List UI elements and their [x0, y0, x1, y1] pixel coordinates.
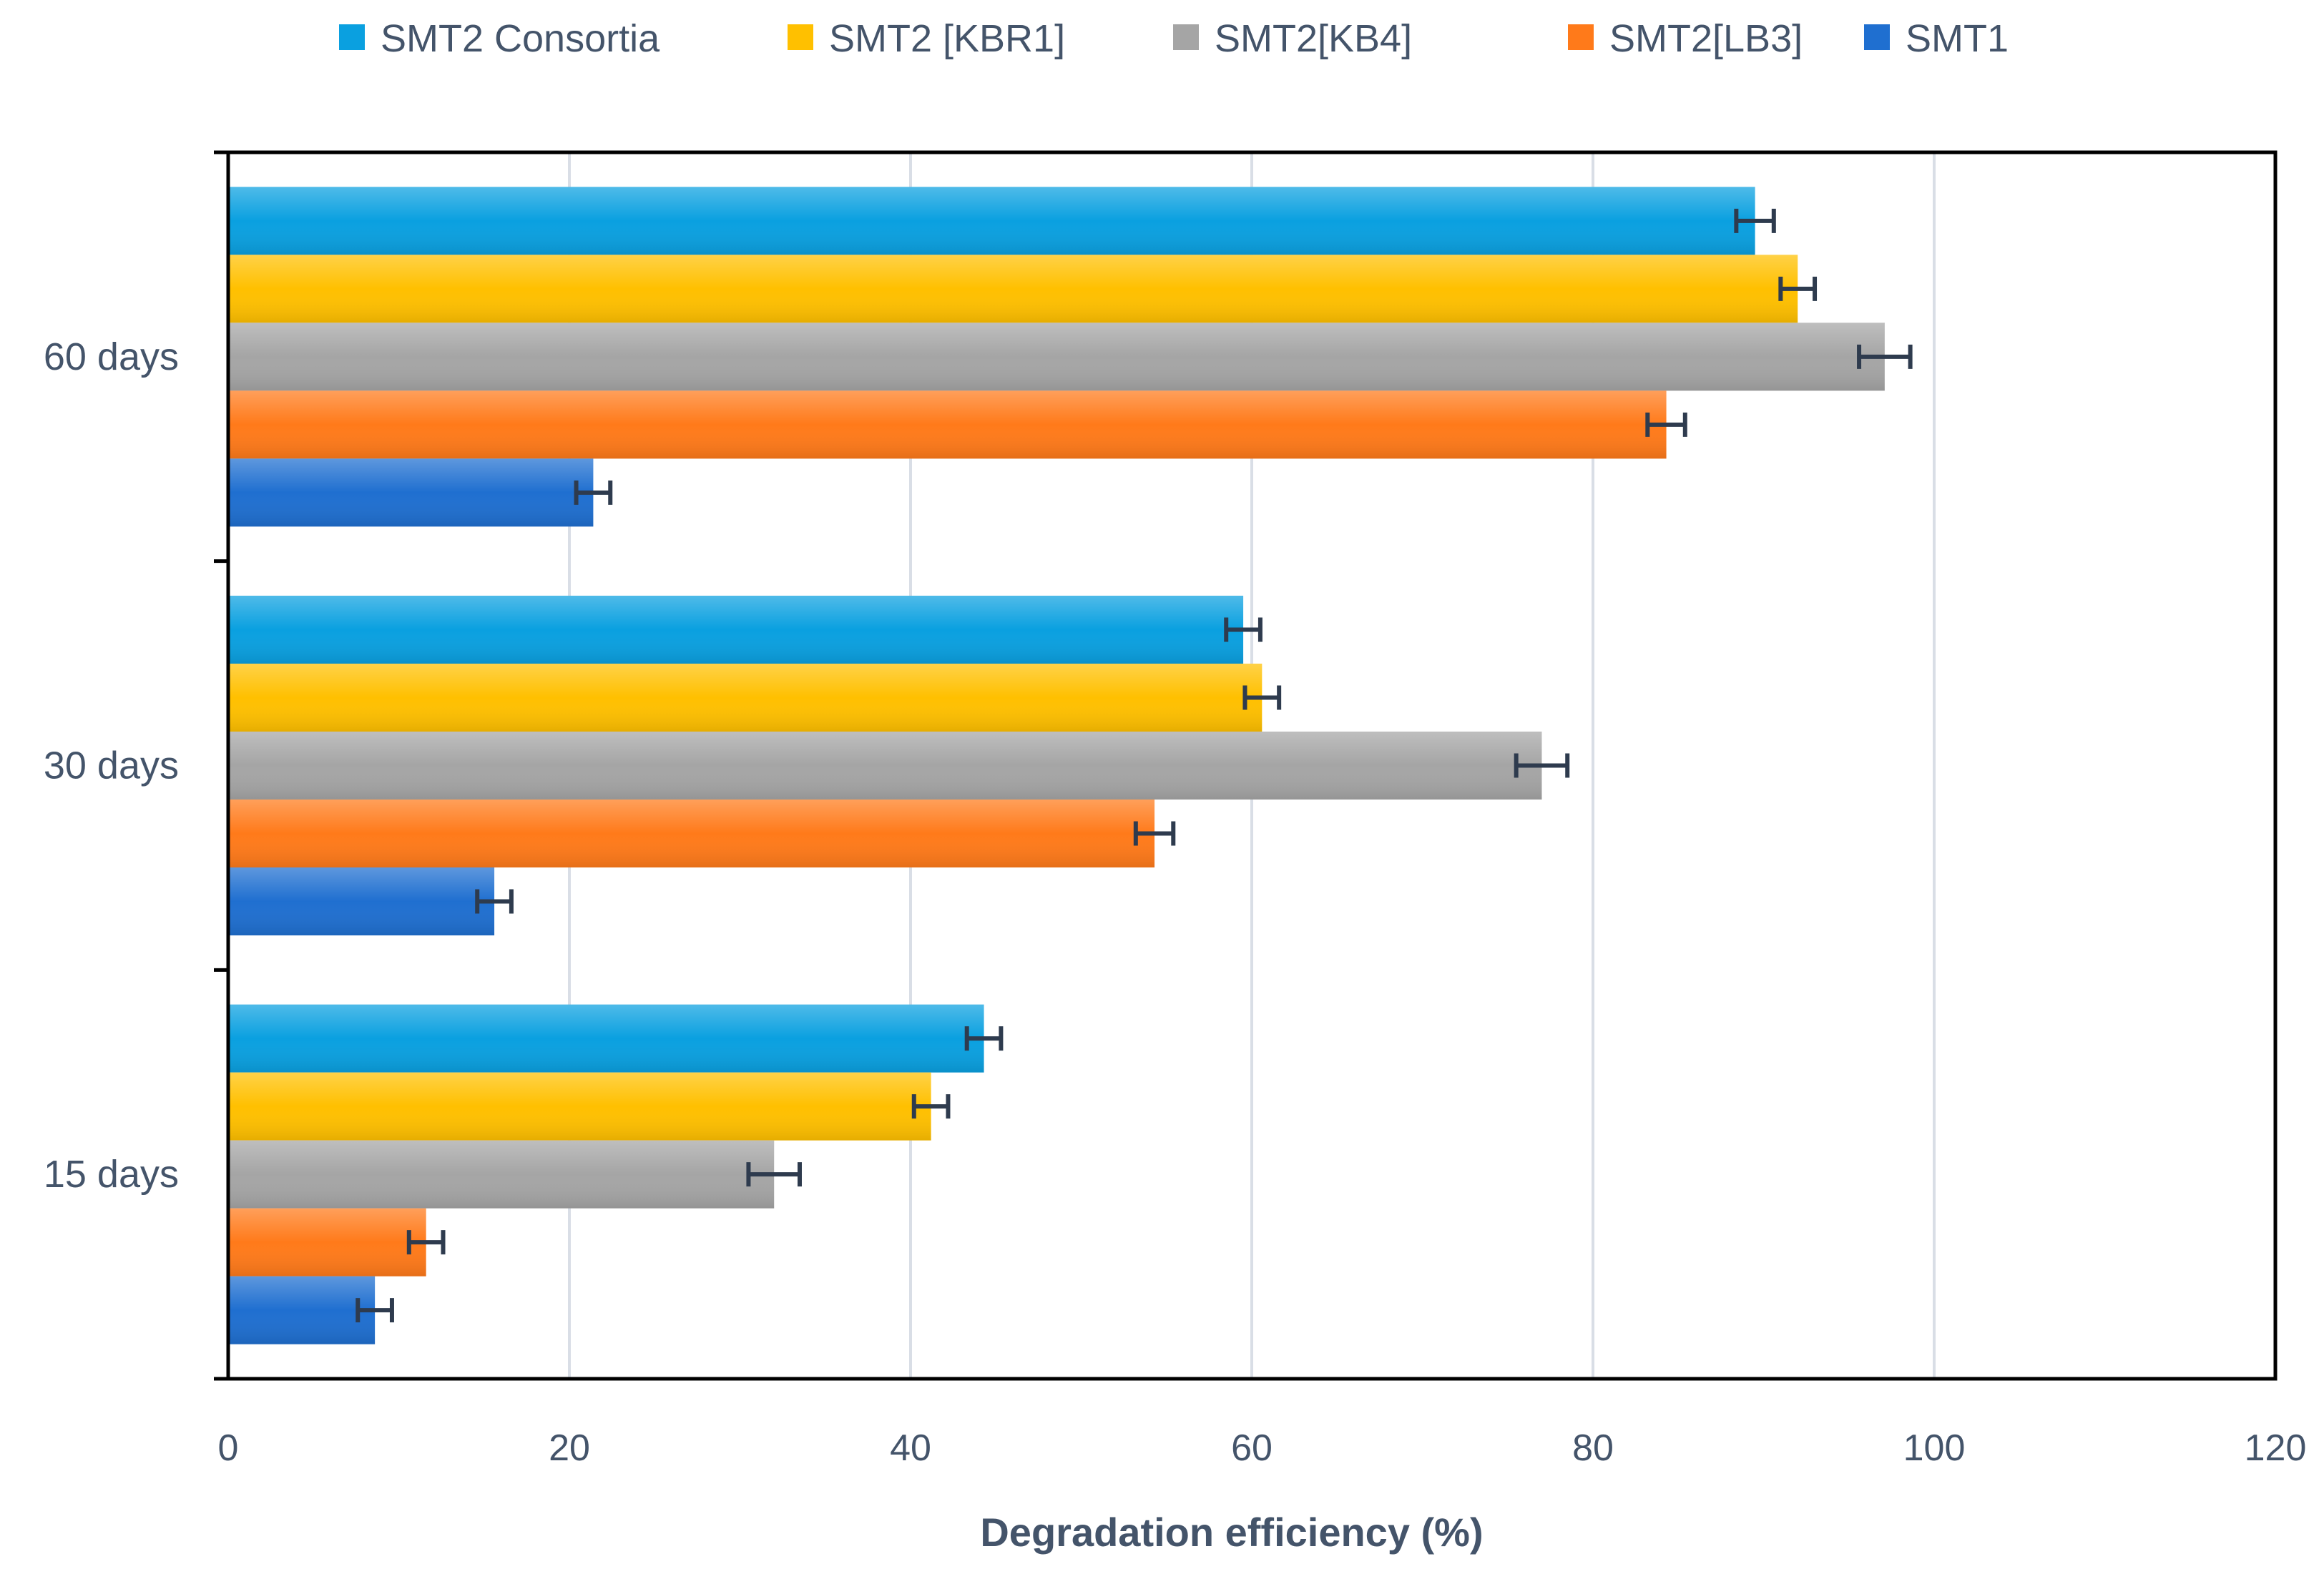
error-bars [356, 208, 1913, 1323]
bar-shade [228, 187, 1755, 255]
x-tick-label: 0 [218, 1427, 239, 1469]
x-tick-label: 40 [890, 1427, 931, 1469]
y-axis-ticks [214, 150, 228, 1381]
legend-swatch [339, 24, 365, 50]
y-axis-tick-labels: 15 days 30 days 60 days [44, 335, 179, 1196]
bar-shade [228, 390, 1667, 459]
plot-area-border [226, 150, 2278, 1381]
bar-shade [228, 664, 1262, 732]
y-tick-label: 15 days [44, 1153, 179, 1196]
bar-shade [228, 1276, 376, 1344]
legend: SMT2 Consortia SMT2 [KBR1] SMT2[KB4] SMT2[L… [339, 17, 2009, 60]
bar-shade [228, 458, 594, 527]
bar-shade [228, 1140, 775, 1209]
x-tick-label: 120 [2245, 1427, 2307, 1469]
legend-label: SMT2 Consortia [381, 17, 660, 60]
x-axis-label: Degradation efficiency (%) [980, 1510, 1483, 1555]
legend-label: SMT2[LB3] [1609, 17, 1803, 60]
bar-shade [228, 255, 1798, 323]
legend-label: SMT2[KB4] [1215, 17, 1412, 60]
legend-label: SMT2 [KBR1] [829, 17, 1065, 60]
bar-shade [228, 867, 495, 935]
bars [228, 187, 1885, 1344]
bar-shade [228, 1004, 984, 1073]
bar-shade [228, 800, 1155, 867]
bar-shade [228, 732, 1542, 800]
y-tick-label: 30 days [44, 744, 179, 787]
bar-shade [228, 596, 1244, 664]
x-tick-label: 60 [1231, 1427, 1273, 1469]
bar-shade [228, 1072, 931, 1141]
legend-swatch [788, 24, 813, 50]
x-tick-label: 100 [1903, 1427, 1966, 1469]
bar-shade [228, 1208, 426, 1277]
x-tick-label: 80 [1572, 1427, 1614, 1469]
legend-swatch [1864, 24, 1890, 50]
x-tick-label: 20 [549, 1427, 590, 1469]
x-axis-tick-labels: 0 20 40 60 80 100 120 [218, 1427, 2307, 1469]
y-tick-label: 60 days [44, 335, 179, 378]
legend-swatch [1173, 24, 1199, 50]
legend-swatch [1568, 24, 1594, 50]
bar-shade [228, 323, 1885, 391]
legend-label: SMT1 [1906, 17, 2009, 60]
